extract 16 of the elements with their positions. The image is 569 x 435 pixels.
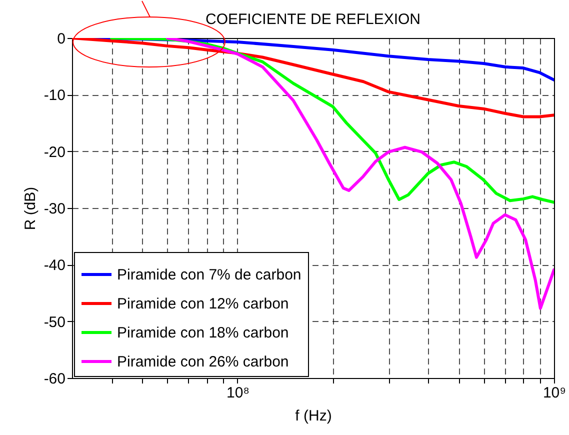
y-tick-label: -10	[44, 87, 66, 104]
y-tick-label: -40	[44, 257, 66, 274]
y-axis-title: R (dB)	[22, 186, 39, 230]
y-tick-label: -30	[44, 200, 66, 218]
legend-label: Piramide con 26% carbon	[117, 354, 289, 370]
x-tick-label: 10⁸	[226, 384, 250, 402]
legend-label: Piramide con 18% carbon	[117, 324, 289, 342]
legend-label: Piramide con 12% carbon	[117, 296, 289, 312]
x-tick-label: 10⁹	[542, 384, 566, 402]
y-tick-label: 0	[57, 30, 66, 48]
y-tick-label: -60	[44, 370, 66, 388]
x-axis-title: f (Hz)	[295, 408, 332, 424]
y-tick-label: -20	[44, 144, 66, 161]
chart-title: COEFICIENTE DE REFLEXION	[205, 11, 421, 28]
y-tick-label: -50	[44, 314, 66, 331]
legend-label: Piramide con 7% de carbon	[117, 266, 302, 284]
